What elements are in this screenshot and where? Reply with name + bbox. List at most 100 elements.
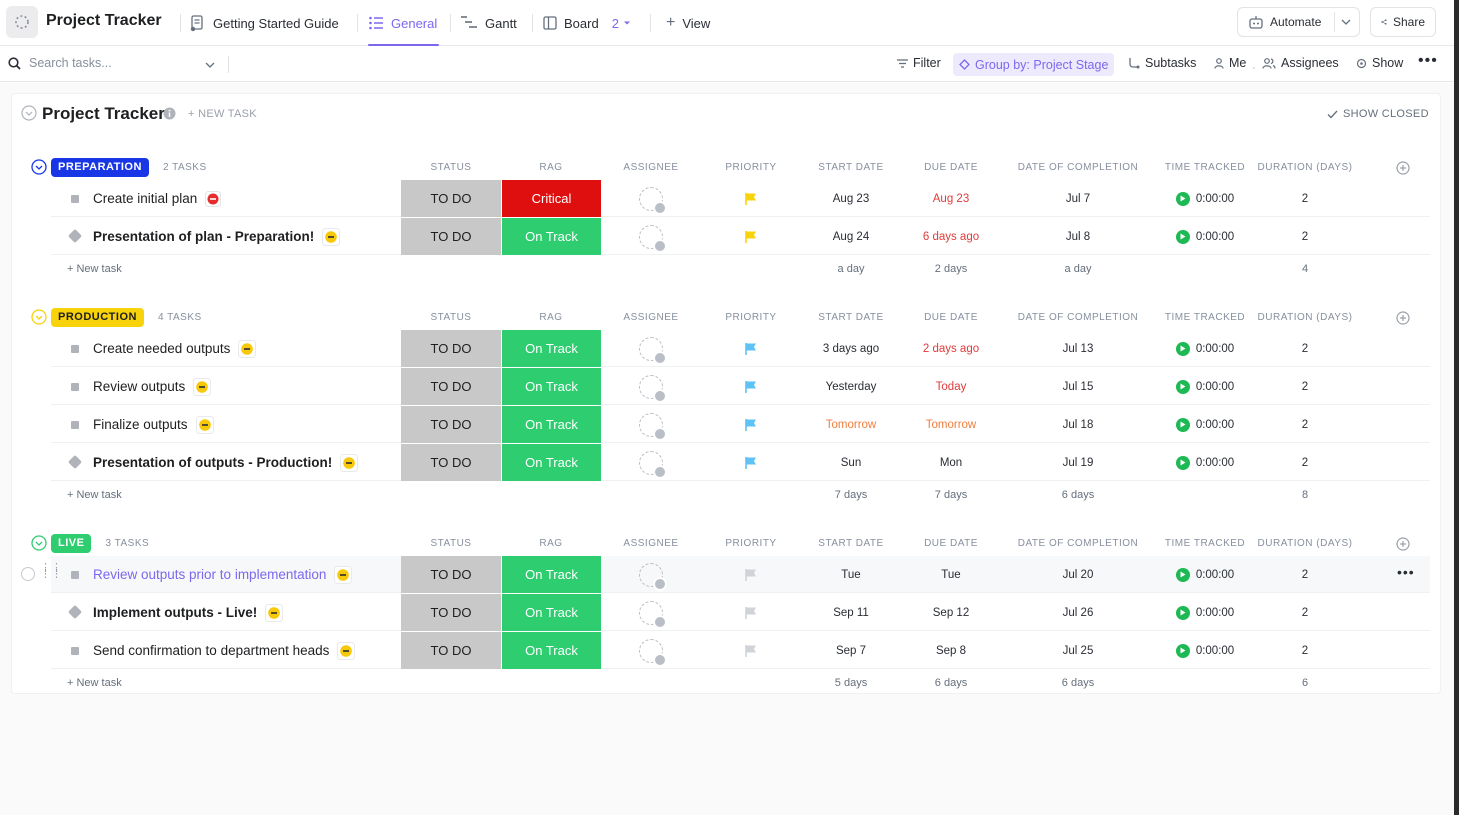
- assignee-cell[interactable]: [631, 556, 671, 593]
- priority-cell[interactable]: [731, 632, 771, 669]
- column-header[interactable]: START DATE: [818, 538, 884, 549]
- warning-minus-icon[interactable]: [195, 415, 214, 434]
- priority-cell[interactable]: [731, 444, 771, 481]
- chevron-down-icon[interactable]: [1341, 19, 1351, 25]
- duration-cell[interactable]: 2: [1301, 342, 1309, 355]
- task-status-bullet[interactable]: [67, 454, 83, 470]
- start-date-cell[interactable]: Yesterday: [825, 380, 877, 393]
- status-cell[interactable]: TO DO: [401, 632, 501, 669]
- warning-minus-icon[interactable]: [340, 453, 359, 472]
- task-name-cell[interactable]: Implement outputs - Live!: [93, 594, 284, 631]
- rag-cell[interactable]: On Track: [502, 368, 601, 405]
- column-header[interactable]: DUE DATE: [924, 538, 978, 549]
- add-assignee-icon[interactable]: [639, 412, 667, 441]
- task-name[interactable]: Create initial plan: [93, 191, 198, 206]
- status-cell[interactable]: TO DO: [401, 218, 501, 255]
- chevron-down-icon[interactable]: [205, 62, 215, 68]
- column-header[interactable]: DURATION (DAYS): [1257, 538, 1353, 549]
- time-tracked-cell[interactable]: 0:00:00: [1145, 330, 1265, 367]
- column-header[interactable]: START DATE: [818, 312, 884, 323]
- status-cell[interactable]: TO DO: [401, 368, 501, 405]
- warning-minus-icon[interactable]: [265, 603, 284, 622]
- group-collapse-icon[interactable]: [31, 535, 47, 551]
- task-name-cell[interactable]: Create initial plan: [93, 180, 222, 217]
- column-header[interactable]: RAG: [539, 538, 563, 549]
- warning-minus-icon[interactable]: [322, 227, 341, 246]
- due-date-cell[interactable]: 2 days ago: [922, 342, 980, 355]
- add-view-button[interactable]: + View: [666, 0, 710, 46]
- task-row[interactable]: Review outputs TO DO On Track Yesterday Toda…: [51, 368, 1430, 405]
- task-name-cell[interactable]: Finalize outputs: [93, 406, 214, 443]
- row-more-icon[interactable]: •••: [1397, 564, 1415, 580]
- rag-cell[interactable]: Critical: [502, 180, 601, 217]
- completion-date-cell[interactable]: Jul 7: [1065, 192, 1091, 205]
- assignee-cell[interactable]: [631, 180, 671, 217]
- task-row[interactable]: Send confirmation to department heads TO …: [51, 632, 1430, 669]
- due-date-cell[interactable]: Today: [935, 380, 967, 393]
- task-name[interactable]: Presentation of outputs - Production!: [93, 455, 333, 470]
- task-status-bullet[interactable]: [71, 647, 79, 655]
- duration-cell[interactable]: 2: [1301, 192, 1309, 205]
- duration-cell[interactable]: 2: [1301, 644, 1309, 657]
- list-icon-tile[interactable]: [6, 6, 38, 38]
- completion-date-cell[interactable]: Jul 20: [1062, 568, 1094, 581]
- rag-cell[interactable]: On Track: [502, 406, 601, 443]
- play-icon[interactable]: [1175, 341, 1190, 356]
- play-icon[interactable]: [1175, 417, 1190, 432]
- task-status-bullet[interactable]: [71, 383, 79, 391]
- due-date-cell[interactable]: Tomorrow: [925, 418, 977, 431]
- task-name[interactable]: Finalize outputs: [93, 417, 188, 432]
- status-cell[interactable]: TO DO: [401, 594, 501, 631]
- task-name[interactable]: Review outputs prior to implementation: [93, 567, 327, 582]
- flag-icon[interactable]: [744, 644, 758, 658]
- priority-cell[interactable]: [731, 330, 771, 367]
- column-header[interactable]: DURATION (DAYS): [1257, 162, 1353, 173]
- start-date-cell[interactable]: Tomorrow: [825, 418, 877, 431]
- flag-icon[interactable]: [744, 230, 758, 244]
- play-icon[interactable]: [1175, 455, 1190, 470]
- column-header[interactable]: PRIORITY: [725, 162, 777, 173]
- warning-minus-icon[interactable]: [238, 339, 257, 358]
- flag-icon[interactable]: [744, 192, 758, 206]
- tab-gantt[interactable]: Gantt: [460, 0, 517, 46]
- show-button[interactable]: Show: [1356, 56, 1403, 70]
- completion-date-cell[interactable]: Jul 18: [1062, 418, 1094, 431]
- status-cell[interactable]: TO DO: [401, 406, 501, 443]
- assignees-button[interactable]: Assignees: [1262, 56, 1339, 70]
- column-header[interactable]: ASSIGNEE: [623, 538, 679, 549]
- add-assignee-icon[interactable]: [639, 374, 667, 403]
- duration-cell[interactable]: 2: [1301, 606, 1309, 619]
- start-date-cell[interactable]: Tue: [841, 568, 861, 581]
- task-name[interactable]: Review outputs: [93, 379, 186, 394]
- search-input[interactable]: Search tasks...: [8, 56, 112, 70]
- flag-icon[interactable]: [744, 342, 758, 356]
- tab-general[interactable]: General: [368, 0, 440, 46]
- add-assignee-icon[interactable]: [639, 224, 667, 253]
- task-row[interactable]: Create needed outputs TO DO On Track 3 days…: [51, 330, 1430, 367]
- task-row[interactable]: Review outputs prior to implementation ⋮⋮…: [21, 556, 1430, 593]
- add-assignee-icon[interactable]: [639, 336, 667, 365]
- add-assignee-icon[interactable]: [639, 450, 667, 479]
- column-header[interactable]: STATUS: [430, 162, 472, 173]
- task-row[interactable]: Presentation of plan - Preparation! TO DO…: [51, 218, 1430, 255]
- new-task-button[interactable]: + NEW TASK: [188, 108, 257, 120]
- due-date-cell[interactable]: Tue: [941, 568, 961, 581]
- stop-icon[interactable]: [205, 190, 222, 207]
- share-button[interactable]: Share: [1370, 7, 1436, 37]
- assignee-cell[interactable]: [631, 368, 671, 405]
- priority-cell[interactable]: [731, 594, 771, 631]
- completion-date-cell[interactable]: Jul 25: [1062, 644, 1094, 657]
- play-icon[interactable]: [1175, 605, 1190, 620]
- status-cell[interactable]: TO DO: [401, 444, 501, 481]
- priority-cell[interactable]: [731, 406, 771, 443]
- task-status-bullet[interactable]: [67, 604, 83, 620]
- priority-cell[interactable]: [731, 218, 771, 255]
- tab-getting-started-guide[interactable]: Getting Started Guide: [188, 0, 339, 46]
- due-date-cell[interactable]: Aug 23: [932, 192, 970, 205]
- play-icon[interactable]: [1175, 379, 1190, 394]
- add-task-link[interactable]: + New task: [67, 677, 122, 689]
- priority-cell[interactable]: [731, 368, 771, 405]
- column-header[interactable]: PRIORITY: [725, 312, 777, 323]
- tab-board[interactable]: Board 2: [543, 0, 631, 46]
- add-assignee-icon[interactable]: [639, 638, 667, 667]
